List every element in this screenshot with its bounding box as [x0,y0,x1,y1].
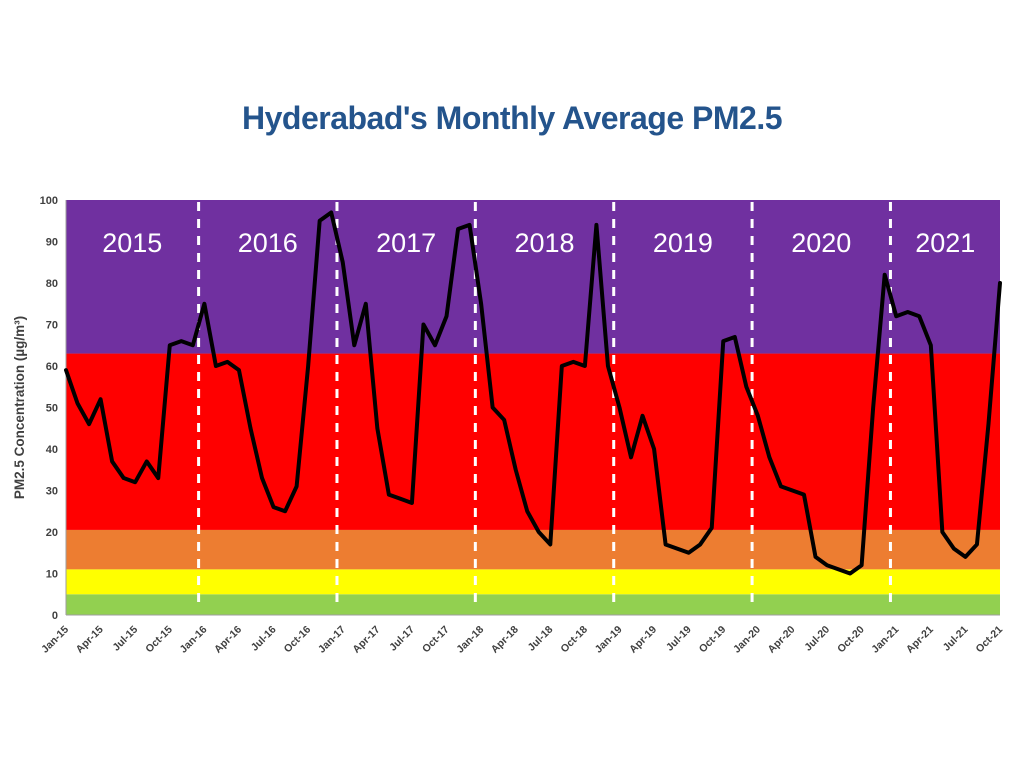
year-label-2016: 2016 [238,228,298,258]
x-tick-label: Jul-19 [664,624,694,654]
aqi-bands [66,200,1000,615]
pm25-series-line [64,210,1002,576]
y-tick-label: 10 [46,569,58,581]
x-axis-ticks: Jan-15 Apr-15 Jul-15 Oct-15 Jan-16 Apr-16 Jul-… [39,624,1005,656]
y-tick-label: 90 [46,237,58,249]
x-tick-label: Jul-17 [387,624,417,654]
y-axis-ticks: 0 10 20 30 40 50 60 70 80 90 100 [40,195,58,622]
x-tick-label: Oct-17 [420,624,452,656]
x-tick-label: Jan-17 [316,624,348,656]
x-tick-label: Jul-18 [525,624,555,654]
x-tick-label: Apr-20 [766,624,798,656]
x-tick-label: Jul-20 [802,624,832,654]
x-tick-label: Jan-15 [39,624,71,656]
y-tick-label: 50 [46,403,58,415]
y-tick-label: 80 [46,278,58,290]
x-tick-label: Jan-20 [731,624,763,656]
y-tick-label: 40 [46,444,58,456]
y-tick-label: 0 [52,610,58,622]
x-tick-label: Jan-19 [593,624,625,656]
y-tick-label: 30 [46,486,58,498]
x-tick-label: Oct-15 [143,624,175,656]
x-tick-label: Oct-18 [558,624,590,656]
x-tick-label: Oct-20 [835,624,867,656]
year-label-2018: 2018 [514,228,574,258]
x-tick-label: Apr-19 [627,624,659,656]
y-axis-title: PM2.5 Concentration (µg/m³) [12,316,27,499]
band-63-100 [66,200,1000,354]
x-tick-label: Oct-16 [282,624,314,656]
year-label-2015: 2015 [102,228,162,258]
chart-title: Hyderabad's Monthly Average PM2.5 [241,100,783,136]
x-tick-label: Apr-21 [904,624,936,656]
x-tick-label: Jul-21 [941,624,971,654]
year-label-2021: 2021 [915,228,975,258]
year-label-2017: 2017 [376,228,436,258]
x-tick-label: Jan-21 [869,624,901,656]
x-tick-label: Apr-15 [74,624,106,656]
band-0-5 [66,594,1000,615]
x-tick-label: Jul-16 [249,624,279,654]
band-20-63 [66,353,1000,530]
band-5-11 [66,569,1000,595]
y-tick-label: 20 [46,527,58,539]
x-tick-label: Oct-19 [697,624,729,656]
x-tick-label: Jan-18 [454,624,486,656]
year-label-2019: 2019 [653,228,713,258]
x-tick-label: Jan-16 [177,624,209,656]
year-label-2020: 2020 [791,228,851,258]
x-tick-label: Apr-16 [212,624,244,656]
x-tick-label: Apr-18 [489,624,521,656]
y-tick-label: 100 [40,195,58,207]
year-labels: 2015 2016 2017 2018 2019 2020 2021 [102,228,975,258]
x-tick-label: Jul-15 [110,624,140,654]
x-tick-label: Oct-21 [974,624,1006,656]
y-tick-label: 60 [46,361,58,373]
x-tick-label: Apr-17 [350,624,382,656]
band-11-20 [66,529,1000,570]
y-tick-label: 70 [46,320,58,332]
